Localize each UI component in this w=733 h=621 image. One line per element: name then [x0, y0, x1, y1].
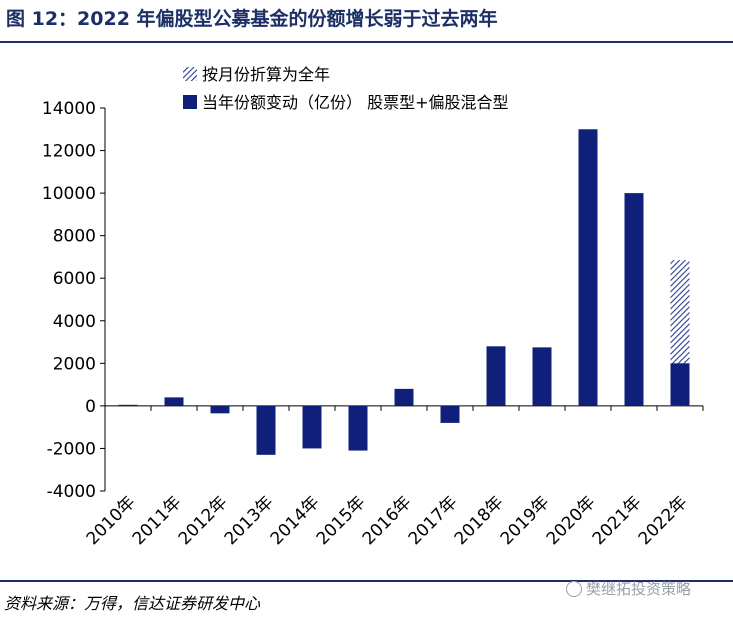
y-tick-label: 14000 — [42, 99, 96, 119]
legend-label-annualized: 按月份折算为全年 — [202, 65, 330, 84]
x-tick-label: 2016年 — [359, 492, 416, 549]
bar-actual — [348, 405, 368, 451]
bar-actual — [118, 404, 138, 406]
title-divider — [0, 41, 733, 43]
x-tick-label: 2022年 — [635, 492, 692, 549]
x-tick-label: 2012年 — [175, 492, 232, 549]
footer-divider — [0, 580, 733, 582]
x-tick-label: 2021年 — [589, 492, 646, 549]
chart-title: 图 12：2022 年偏股型公募基金的份额增长弱于过去两年 — [6, 8, 498, 30]
x-tick-label: 2018年 — [451, 492, 508, 549]
bar-actual — [670, 363, 690, 406]
bar-actual — [210, 405, 230, 414]
watermark: 樊继拓投资策略 — [566, 578, 691, 599]
y-tick-label: 10000 — [42, 184, 96, 204]
y-tick-label: -4000 — [47, 482, 96, 502]
x-tick-label: 2013年 — [221, 492, 278, 549]
y-tick-label: 8000 — [53, 227, 96, 247]
watermark-text: 樊继拓投资策略 — [586, 580, 692, 598]
y-tick-label: 4000 — [53, 312, 96, 332]
legend-swatch-actual — [183, 95, 197, 109]
bar-actual — [532, 347, 552, 406]
legend-label-actual: 当年份额变动（亿份） 股票型+偏股混合型 — [202, 93, 509, 112]
legend-swatch-annualized — [183, 67, 197, 81]
x-tick-label: 2017年 — [405, 492, 462, 549]
source-note: 资料来源：万得，信达证券研发中心 — [4, 594, 261, 613]
x-tick-label: 2014年 — [267, 492, 324, 549]
bar-chart: 按月份折算为全年 当年份额变动（亿份） 股票型+偏股混合型 -4000 -2000… — [42, 65, 704, 549]
x-tick-label: 2011年 — [129, 492, 186, 549]
x-tick-label: 2020年 — [543, 492, 600, 549]
bar-actual — [164, 397, 184, 406]
bar-actual — [256, 405, 276, 455]
y-tick-label: -2000 — [47, 439, 96, 459]
x-tick-label: 2019年 — [497, 492, 554, 549]
wechat-icon — [566, 580, 582, 597]
legend: 按月份折算为全年 当年份额变动（亿份） 股票型+偏股混合型 — [183, 65, 509, 112]
y-tick-label: 6000 — [53, 269, 96, 289]
bar-actual — [394, 388, 414, 406]
y-tick-label: 2000 — [53, 354, 96, 374]
bar-actual — [302, 405, 322, 449]
y-tick-label: 0 — [85, 397, 96, 417]
bar-actual — [624, 193, 644, 406]
bar-actual — [578, 129, 598, 406]
y-tick-label: 12000 — [42, 142, 96, 162]
x-tick-label: 2015年 — [313, 492, 370, 549]
bar-actual — [486, 346, 506, 406]
bar-actual — [440, 405, 460, 423]
